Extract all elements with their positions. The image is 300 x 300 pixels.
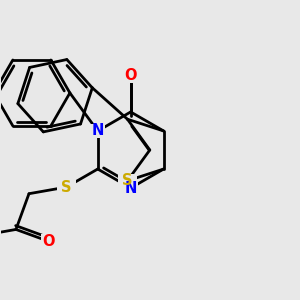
Text: O: O: [124, 68, 137, 83]
FancyBboxPatch shape: [118, 174, 137, 188]
FancyBboxPatch shape: [91, 124, 105, 138]
FancyBboxPatch shape: [57, 180, 76, 194]
FancyBboxPatch shape: [41, 234, 55, 248]
FancyBboxPatch shape: [124, 69, 138, 83]
Text: N: N: [92, 124, 104, 139]
Text: S: S: [61, 180, 72, 195]
FancyBboxPatch shape: [124, 181, 138, 195]
Text: S: S: [122, 173, 133, 188]
Text: O: O: [42, 234, 54, 249]
Text: N: N: [124, 181, 137, 196]
